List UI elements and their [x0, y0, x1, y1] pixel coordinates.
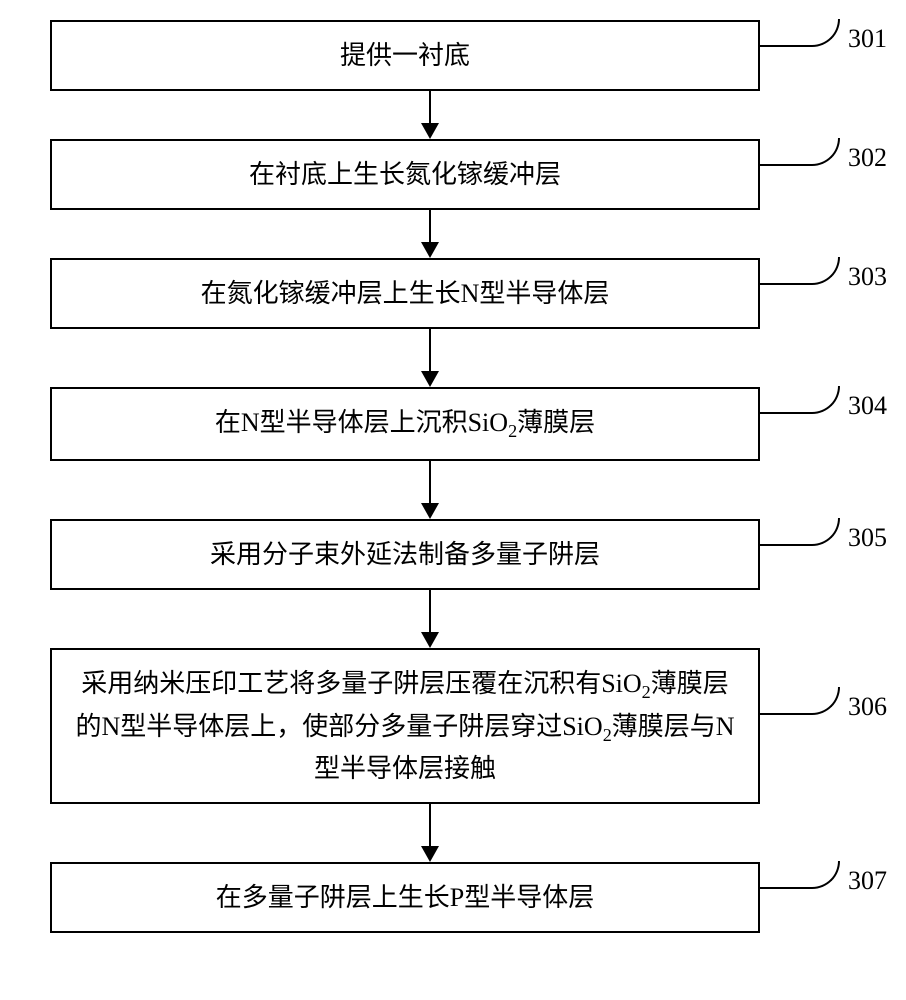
leader-line	[760, 138, 840, 166]
step-label: 303	[760, 258, 887, 292]
step-box-301: 提供一衬底	[50, 20, 760, 91]
step-box-304: 在N型半导体层上沉积SiO2薄膜层	[50, 387, 760, 461]
flow-node: 在多量子阱层上生长P型半导体层 307	[50, 862, 810, 933]
flow-node: 在氮化镓缓冲层上生长N型半导体层 303	[50, 258, 810, 329]
step-label: 307	[760, 862, 887, 896]
arrow-down	[421, 461, 439, 519]
step-number: 306	[848, 692, 887, 722]
step-text: 在氮化镓缓冲层上生长N型半导体层	[201, 274, 610, 313]
leader-line	[760, 386, 840, 414]
step-box-302: 在衬底上生长氮化镓缓冲层	[50, 139, 760, 210]
step-text: 采用分子束外延法制备多量子阱层	[210, 535, 600, 574]
flowchart: 提供一衬底 301 在衬底上生长氮化镓缓冲层 302 在氮化镓缓冲层上生长N型半…	[50, 20, 810, 933]
step-text: 在衬底上生长氮化镓缓冲层	[249, 155, 561, 194]
step-label: 305	[760, 519, 887, 553]
step-text: 在多量子阱层上生长P型半导体层	[216, 878, 594, 917]
flow-node: 采用纳米压印工艺将多量子阱层压覆在沉积有SiO2薄膜层的N型半导体层上，使部分多…	[50, 648, 810, 804]
step-text: 采用纳米压印工艺将多量子阱层压覆在沉积有SiO2薄膜层的N型半导体层上，使部分多…	[72, 664, 738, 788]
step-label: 301	[760, 20, 887, 54]
step-label: 306	[760, 688, 887, 722]
step-number: 307	[848, 866, 887, 896]
flow-node: 提供一衬底 301	[50, 20, 810, 91]
arrow-down	[421, 91, 439, 139]
step-label: 304	[760, 387, 887, 421]
leader-line	[760, 19, 840, 47]
leader-line	[760, 518, 840, 546]
leader-line	[760, 861, 840, 889]
arrow-down	[421, 590, 439, 648]
step-text: 提供一衬底	[340, 36, 470, 75]
step-number: 302	[848, 143, 887, 173]
step-text: 在N型半导体层上沉积SiO2薄膜层	[215, 403, 595, 445]
step-number: 301	[848, 24, 887, 54]
step-number: 305	[848, 523, 887, 553]
flow-node: 采用分子束外延法制备多量子阱层 305	[50, 519, 810, 590]
arrow-down	[421, 804, 439, 862]
step-label: 302	[760, 139, 887, 173]
step-number: 303	[848, 262, 887, 292]
step-box-305: 采用分子束外延法制备多量子阱层	[50, 519, 760, 590]
flow-node: 在N型半导体层上沉积SiO2薄膜层 304	[50, 387, 810, 461]
arrow-down	[421, 329, 439, 387]
step-box-307: 在多量子阱层上生长P型半导体层	[50, 862, 760, 933]
leader-line	[760, 257, 840, 285]
flow-node: 在衬底上生长氮化镓缓冲层 302	[50, 139, 810, 210]
leader-line	[760, 687, 840, 715]
step-box-306: 采用纳米压印工艺将多量子阱层压覆在沉积有SiO2薄膜层的N型半导体层上，使部分多…	[50, 648, 760, 804]
step-number: 304	[848, 391, 887, 421]
step-box-303: 在氮化镓缓冲层上生长N型半导体层	[50, 258, 760, 329]
arrow-down	[421, 210, 439, 258]
